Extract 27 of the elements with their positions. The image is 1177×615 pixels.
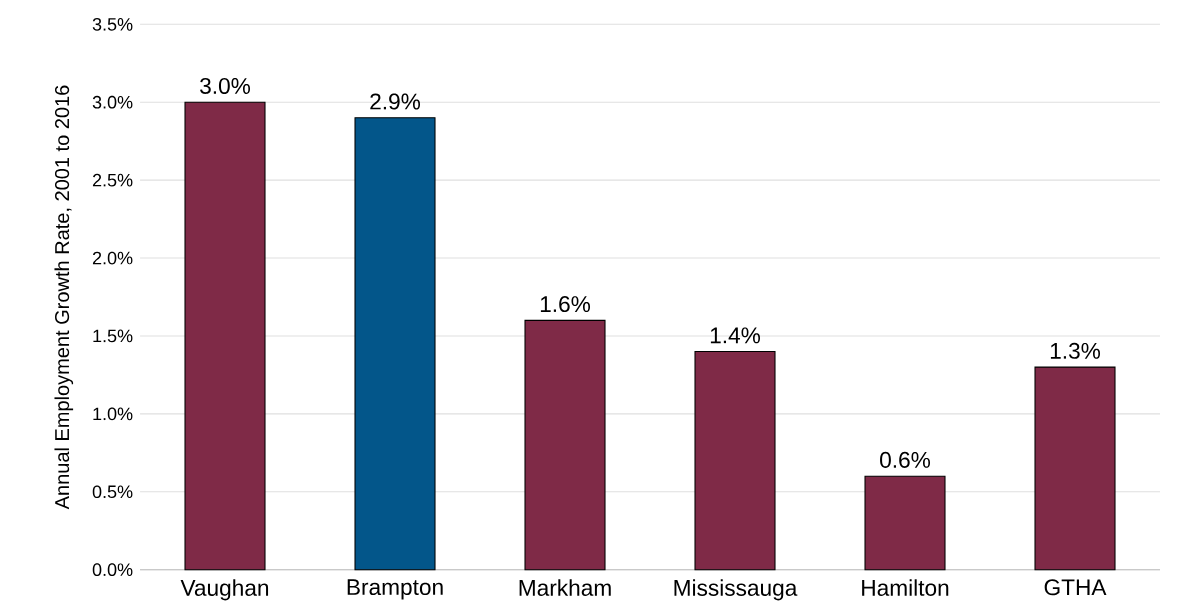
y-tick-label: 2.0% xyxy=(92,251,133,265)
data-label: 1.4% xyxy=(710,327,761,344)
x-tick-label: Brampton xyxy=(347,579,443,600)
bar xyxy=(184,101,266,571)
y-tick-label: 3.5% xyxy=(92,17,133,31)
data-label: 1.6% xyxy=(540,296,591,313)
bar xyxy=(864,475,946,571)
data-label: 2.9% xyxy=(370,93,421,110)
bar xyxy=(694,350,776,571)
y-tick-label: 1.5% xyxy=(93,329,133,343)
data-label: 3.0% xyxy=(200,77,251,94)
y-tick-label: 2.5% xyxy=(92,173,133,187)
y-axis-title: Annual Employment Growth Rate, 2001 to 2016 xyxy=(54,85,74,510)
x-tick-label: Mississauga xyxy=(674,579,798,601)
y-tick-label: 3.0% xyxy=(92,95,133,109)
data-label: 1.3% xyxy=(1050,342,1101,359)
data-label: 0.6% xyxy=(880,451,931,468)
y-tick-label: 0.5% xyxy=(92,485,133,499)
bar xyxy=(1034,366,1116,571)
bar xyxy=(354,117,436,571)
x-tick-label: Vaughan xyxy=(180,579,269,601)
bar xyxy=(524,319,606,571)
y-tick-label: 0.0% xyxy=(92,563,133,577)
x-tick-label: Hamilton xyxy=(862,579,949,596)
y-tick-label: 1.0% xyxy=(93,407,133,421)
x-tick-label: GTHA xyxy=(1044,579,1107,596)
x-tick-label: Markham xyxy=(519,579,611,596)
